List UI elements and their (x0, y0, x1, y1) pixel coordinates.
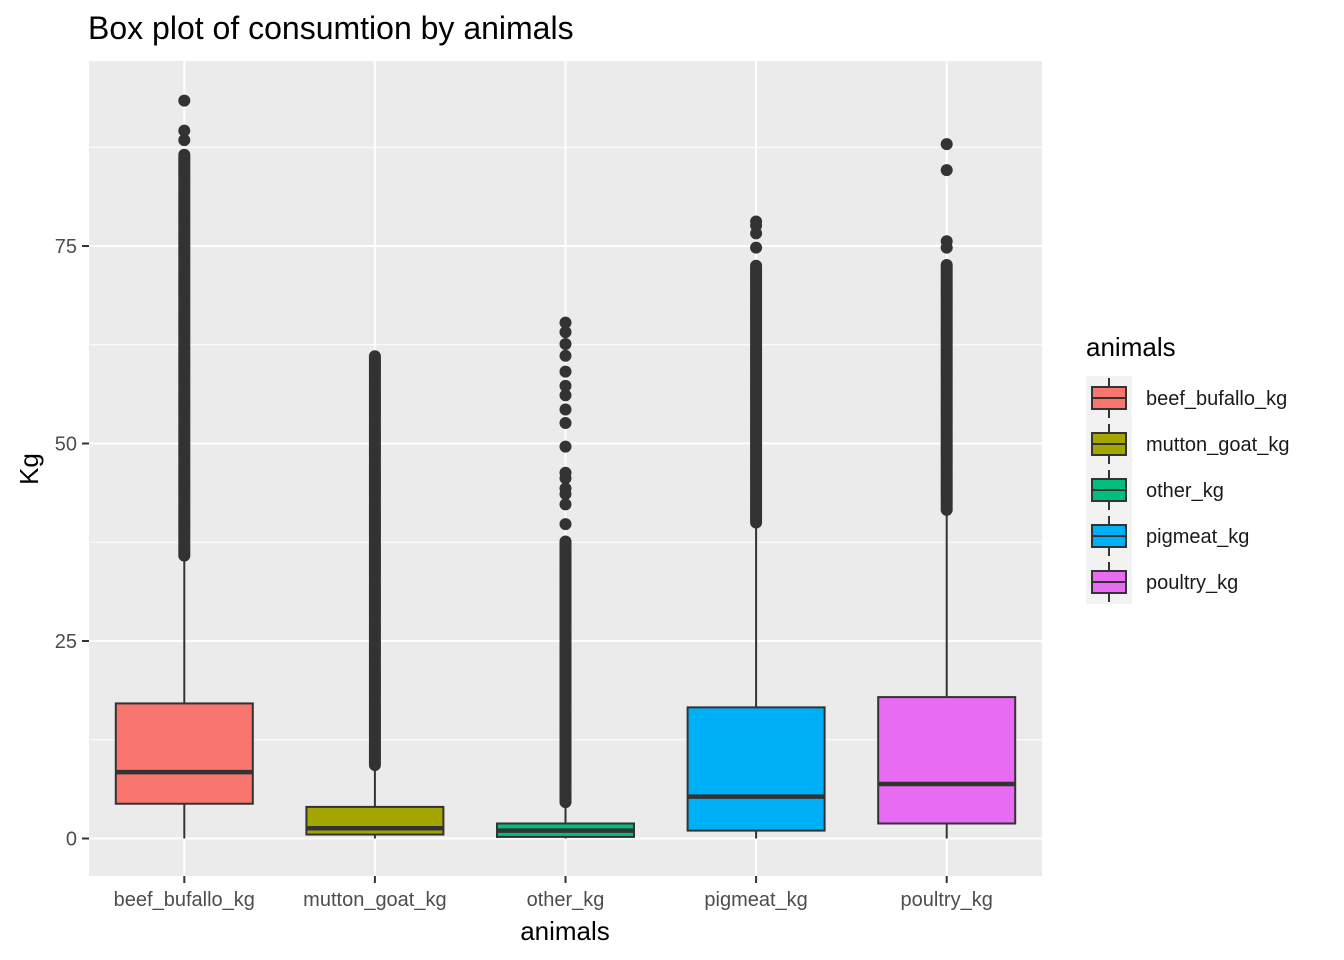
outlier-point (178, 124, 191, 137)
outlier-point (559, 403, 572, 416)
outlier-point (559, 498, 572, 511)
outlier-point (940, 164, 953, 177)
legend-item-other_kg: other_kg (1091, 470, 1224, 510)
x-tick-label: mutton_goat_kg (303, 889, 446, 911)
legend-label: mutton_goat_kg (1146, 434, 1289, 456)
x-tick-label: pigmeat_kg (704, 889, 807, 911)
y-tick-label: 25 (55, 631, 77, 653)
outlier-point (940, 138, 953, 151)
outlier-point (178, 94, 191, 107)
legend-item-pigmeat_kg: pigmeat_kg (1091, 516, 1249, 556)
legend-item-beef_bufallo_kg: beef_bufallo_kg (1091, 378, 1287, 418)
iqr-box (877, 696, 1017, 825)
box-poultry_kg (877, 138, 1017, 839)
x-tick-label: poultry_kg (901, 889, 993, 911)
outlier-point (750, 259, 763, 272)
box-pigmeat_kg (686, 215, 826, 839)
x-tick-label: other_kg (527, 889, 605, 911)
outlier-point (940, 235, 953, 248)
outlier-point (559, 518, 572, 531)
outlier-point (940, 258, 953, 271)
outlier-point (559, 316, 572, 329)
y-tick-label: 0 (66, 829, 77, 851)
x-axis-title: animals (520, 916, 610, 946)
box-beef_bufallo_kg (114, 94, 254, 839)
outlier-point (559, 389, 572, 402)
legend-title: animals (1086, 332, 1176, 362)
x-axis: beef_bufallo_kg mutton_goat_kg other_kg pig… (114, 876, 993, 911)
outlier-point (178, 148, 191, 161)
legend-label: poultry_kg (1146, 572, 1238, 594)
outlier-point (559, 349, 572, 362)
outlier-point (559, 416, 572, 429)
outlier-point (750, 215, 763, 228)
legend-label: beef_bufallo_kg (1146, 388, 1287, 410)
outlier-point (559, 326, 572, 339)
legend-item-mutton_goat_kg: mutton_goat_kg (1091, 424, 1289, 464)
box-other_kg (496, 316, 635, 839)
outlier-point (559, 337, 572, 350)
outlier-point (750, 241, 763, 254)
chart-title: Box plot of consumtion by animals (88, 10, 574, 46)
outlier-point (178, 134, 191, 147)
y-axis-title: Kg (14, 453, 44, 485)
outlier-point (559, 365, 572, 378)
y-tick-label: 75 (55, 236, 77, 258)
outlier-point (368, 350, 381, 363)
legend: animals beef_bufallo_kg mutton_goat_kgoth… (1086, 332, 1289, 604)
legend-label: pigmeat_kg (1146, 526, 1249, 548)
legend-label: other_kg (1146, 480, 1224, 502)
iqr-box (114, 702, 254, 805)
y-tick-label: 50 (55, 434, 77, 456)
iqr-box (686, 706, 826, 832)
outlier-point (559, 466, 572, 479)
box-mutton_goat_kg (305, 350, 445, 839)
x-tick-label: beef_bufallo_kg (114, 889, 255, 911)
legend-item-poultry_kg: poultry_kg (1091, 562, 1238, 602)
outlier-point (559, 379, 572, 392)
outlier-point (559, 482, 572, 495)
y-axis: 0 25 50 75 (55, 236, 89, 851)
outlier-point (559, 440, 572, 453)
box-series (114, 94, 1017, 839)
outlier-point (559, 535, 572, 548)
